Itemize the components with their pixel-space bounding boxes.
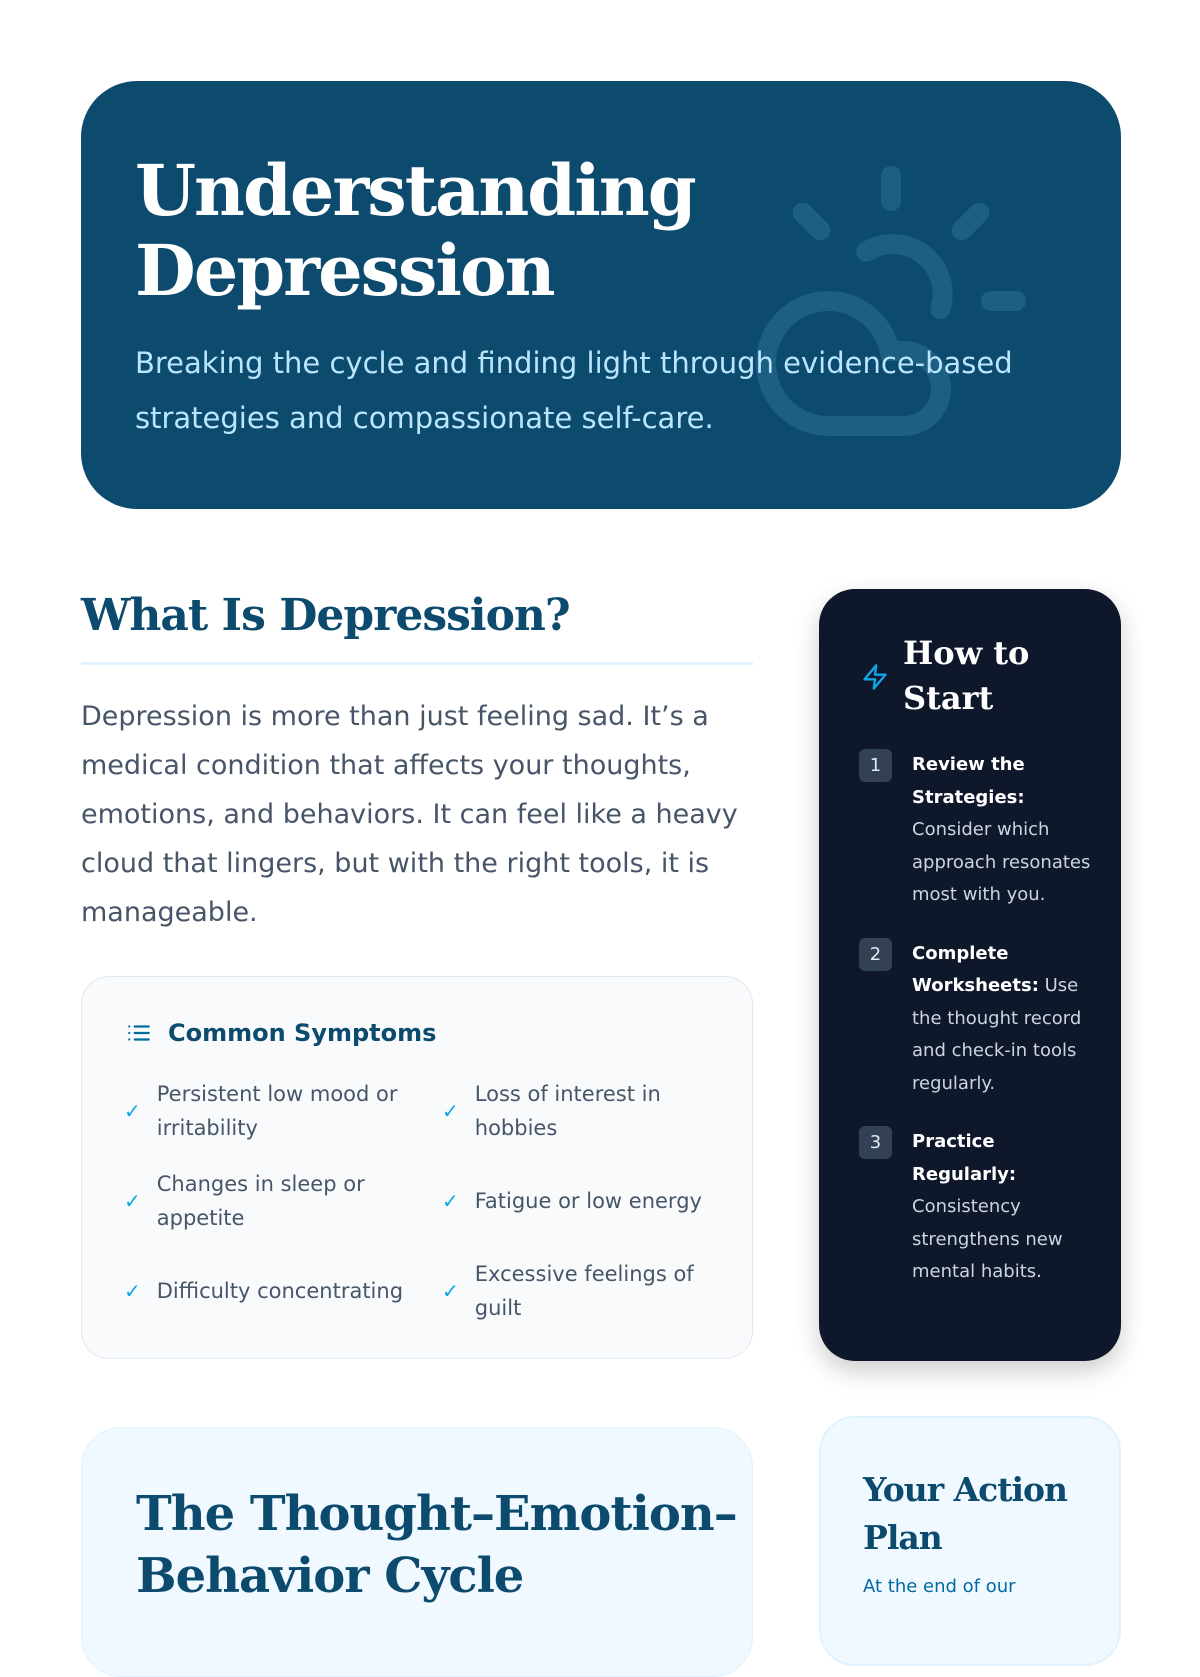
- check-icon: ✓: [442, 1279, 459, 1303]
- symptom-item: ✓ Excessive feelings of guilt: [442, 1262, 694, 1320]
- how-to-start-title: How to Start: [903, 634, 1030, 717]
- step-item: 1 Review the Strategies: Consider which a…: [859, 749, 1099, 912]
- hero-banner: Understanding Depression Breaking the cy…: [81, 81, 1121, 509]
- symptoms-card: Common Symptoms ✓ Persistent low mood or …: [81, 976, 753, 1359]
- cycle-card: The Thought–Emotion–Behavior Cycle: [81, 1427, 753, 1677]
- how-to-start-card: How to Start 1 Review the Strategies: Con…: [819, 589, 1121, 1361]
- step-item: 2 Complete Worksheets: Use the thought re…: [859, 937, 1099, 1101]
- cycle-heading: The Thought–Emotion–Behavior Cycle: [136, 1486, 738, 1604]
- section-heading: What Is Depression?: [81, 590, 571, 641]
- action-plan-card: Your Action Plan At the end of our: [819, 1416, 1121, 1666]
- check-icon: ✓: [124, 1099, 141, 1123]
- step-number: 3: [859, 1126, 892, 1159]
- symptoms-title: Common Symptoms: [168, 1019, 437, 1047]
- symptom-item: ✓ Persistent low mood or irritability: [124, 1082, 398, 1140]
- step-number: 1: [859, 749, 892, 782]
- divider: [81, 662, 753, 665]
- page-title: Understanding Depression: [135, 149, 697, 312]
- symptom-item: ✓ Fatigue or low energy: [442, 1167, 724, 1235]
- check-icon: ✓: [442, 1189, 459, 1213]
- check-icon: ✓: [124, 1279, 141, 1303]
- lightning-icon: [863, 664, 887, 690]
- step-number: 2: [859, 937, 892, 971]
- action-plan-text: At the end of our: [863, 1576, 1016, 1597]
- symptoms-header: Common Symptoms: [124, 1019, 436, 1047]
- symptom-item: ✓ Changes in sleep or appetite: [124, 1172, 365, 1230]
- intro-paragraph: Depression is more than just feeling sad…: [81, 701, 738, 928]
- sun-cloud-icon: [756, 166, 1026, 436]
- step-item: 3 Practice Regularly: Consistency strengt…: [859, 1126, 1099, 1289]
- check-icon: ✓: [124, 1189, 141, 1213]
- list-icon: [128, 1025, 150, 1041]
- symptom-item: ✓ Difficulty concentrating: [124, 1257, 442, 1325]
- hero-subtitle: Breaking the cycle and finding light thr…: [135, 346, 1013, 435]
- symptom-item: ✓ Loss of interest in hobbies: [442, 1082, 661, 1140]
- action-plan-title: Your Action Plan: [863, 1470, 1068, 1557]
- check-icon: ✓: [442, 1099, 459, 1123]
